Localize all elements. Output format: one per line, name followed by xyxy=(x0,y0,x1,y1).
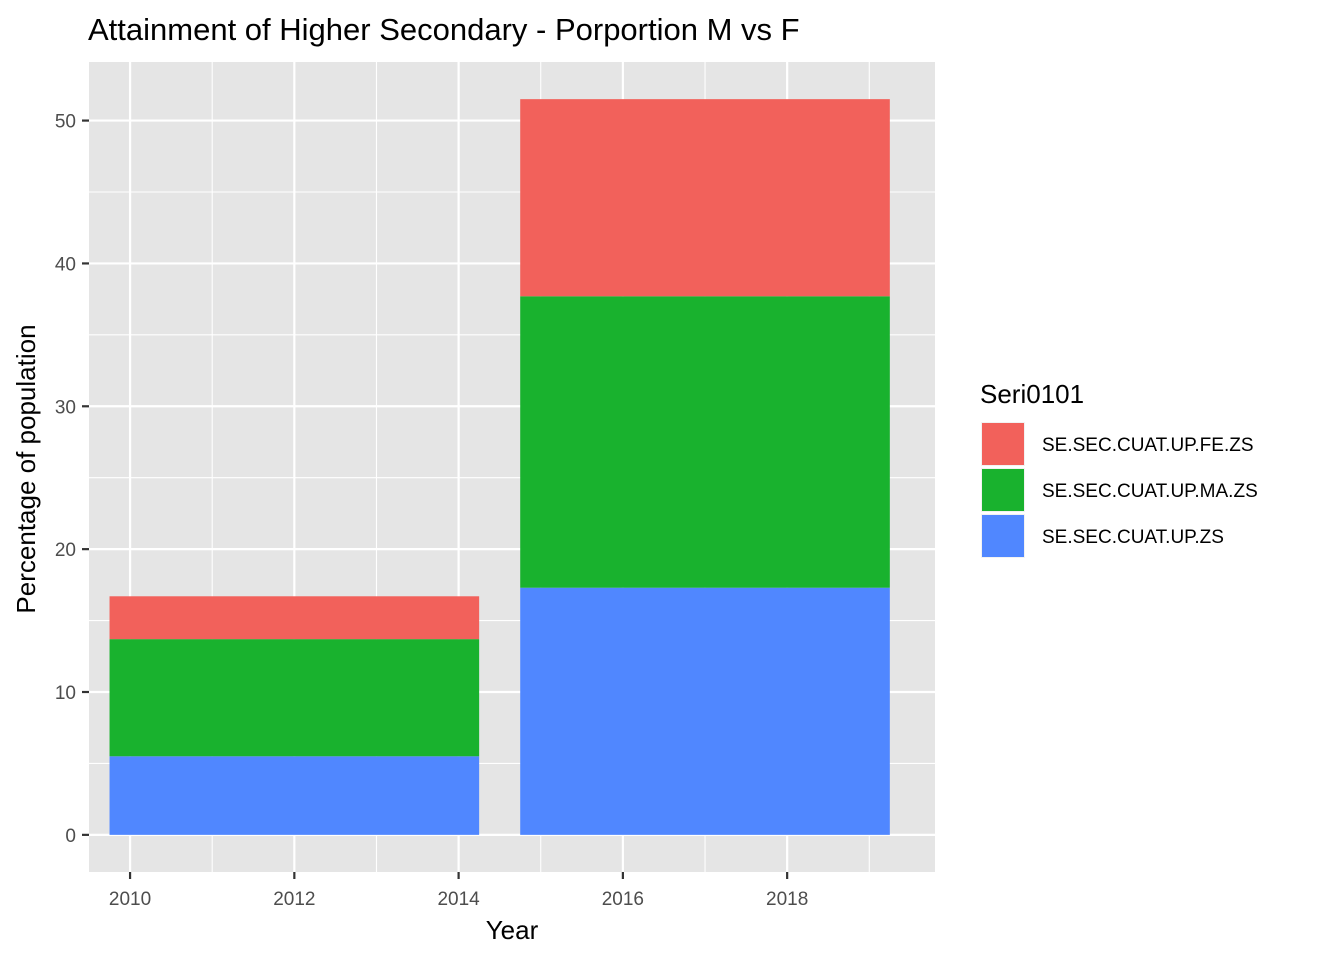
y-tick-label: 40 xyxy=(55,254,76,275)
x-axis: 2010 2012 2014 2016 2018 xyxy=(109,872,808,910)
y-tick-label: 20 xyxy=(55,540,76,561)
bars xyxy=(109,99,890,835)
legend-key xyxy=(982,469,1024,511)
bar-segment xyxy=(520,587,890,835)
legend-title: Seri0101 xyxy=(980,379,1084,409)
x-tick-label: 2010 xyxy=(109,889,151,910)
y-tick-label: 50 xyxy=(55,112,76,133)
bar-segment xyxy=(520,99,890,297)
bar-segment xyxy=(520,296,890,588)
legend-key xyxy=(982,515,1024,557)
bar-segment xyxy=(109,639,480,757)
y-tick-label: 30 xyxy=(55,397,76,418)
x-tick-label: 2016 xyxy=(602,889,644,910)
bar-segment xyxy=(109,596,480,640)
legend-label: SE.SEC.CUAT.UP.MA.ZS xyxy=(1042,481,1258,502)
y-axis: 0 10 20 30 40 50 xyxy=(55,112,89,847)
y-tick-label: 0 xyxy=(65,826,76,847)
bar-segment xyxy=(109,756,480,835)
legend-label: SE.SEC.CUAT.UP.FE.ZS xyxy=(1042,435,1254,456)
legend-label: SE.SEC.CUAT.UP.ZS xyxy=(1042,527,1224,548)
x-axis-title: Year xyxy=(486,915,539,945)
y-tick-label: 10 xyxy=(55,683,76,704)
legend-key xyxy=(982,423,1024,465)
x-tick-label: 2012 xyxy=(273,889,315,910)
y-axis-title: Percentage of population xyxy=(11,324,41,613)
legend: Seri0101 SE.SEC.CUAT.UP.FE.ZS SE.SEC.CUAT… xyxy=(980,379,1258,558)
chart-title: Attainment of Higher Secondary - Porport… xyxy=(88,12,800,47)
x-tick-label: 2014 xyxy=(437,889,480,910)
x-tick-label: 2018 xyxy=(766,889,808,910)
